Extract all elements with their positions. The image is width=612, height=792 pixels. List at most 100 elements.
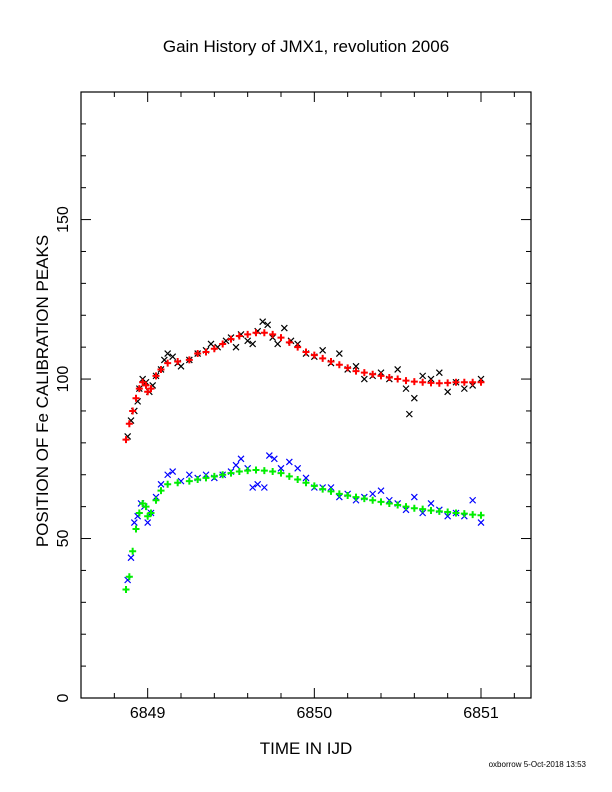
data-point-cross [249,340,257,348]
data-point-plus [210,472,218,480]
data-point-cross [460,385,468,393]
data-point-cross [237,455,245,463]
data-point-cross [369,490,377,498]
data-point-plus [435,507,443,515]
data-point-plus [444,379,452,387]
data-point-cross [435,369,443,377]
data-point-plus [402,503,410,511]
data-point-plus [210,345,218,353]
data-point-cross [427,375,435,383]
data-point-plus [294,343,302,351]
data-point-cross [444,388,452,396]
x-tick-label: 6851 [463,705,499,722]
data-point-plus [152,372,160,380]
data-point-plus [269,330,277,338]
data-point-plus [452,378,460,386]
data-point-plus [285,338,293,346]
data-point-plus [125,573,133,581]
data-points [122,318,485,594]
data-point-plus [319,354,327,362]
data-point-plus [164,359,172,367]
data-point-cross [164,471,172,479]
data-point-cross [285,458,293,466]
data-point-cross [160,356,168,364]
data-point-cross [185,471,193,479]
data-point-plus [469,511,477,519]
data-point-plus [129,547,137,555]
data-point-plus [410,504,418,512]
data-point-cross [335,350,343,357]
data-point-plus [344,364,352,372]
data-point-cross [469,496,477,504]
data-point-plus [377,372,385,380]
plot-area [80,91,532,699]
series-1 [122,329,485,444]
data-point-cross [419,509,427,517]
data-point-cross [157,480,165,488]
data-point-cross [274,340,282,348]
data-point-plus [369,496,377,504]
data-point-plus [185,356,193,364]
data-point-plus [385,373,393,381]
data-point-cross [319,346,327,354]
data-point-plus [477,511,485,519]
y-tick-label: 150 [55,206,72,233]
data-point-cross [144,519,152,527]
data-point-cross [419,372,427,380]
data-point-plus [435,379,443,387]
chart-title: Gain History of JMX1, revolution 2006 [163,37,449,56]
data-point-cross [270,455,278,463]
data-point-plus [174,358,182,366]
data-point-cross [254,480,262,488]
data-point-plus [327,487,335,495]
data-point-plus [477,378,485,386]
data-point-cross [477,519,485,527]
data-point-plus [419,378,427,386]
data-point-plus [164,480,172,488]
data-point-plus [302,479,310,487]
data-point-plus [235,332,243,340]
series-3 [122,466,485,594]
data-point-plus [394,375,402,383]
data-point-plus [202,474,210,482]
data-point-plus [319,485,327,493]
data-point-cross [277,464,285,472]
data-point-plus [147,509,155,517]
data-point-plus [269,468,277,476]
data-point-cross [444,512,452,520]
data-point-plus [235,468,243,476]
data-point-plus [244,467,252,475]
data-point-plus [277,469,285,477]
data-point-plus [194,350,202,358]
data-point-cross [427,500,435,507]
data-point-plus [460,510,468,518]
data-point-plus [219,340,227,348]
data-point-cross [302,474,310,482]
data-point-cross [177,362,185,370]
data-point-cross [127,554,135,562]
data-point-plus [369,370,377,378]
data-point-cross [130,519,138,527]
data-point-plus [469,378,477,386]
data-point-plus [129,407,137,415]
data-point-cross [394,366,402,373]
data-point-plus [244,330,252,338]
data-point-cross [327,484,335,491]
data-point-plus [227,469,235,477]
data-point-plus [335,490,343,498]
x-tick-label: 6850 [297,705,333,722]
data-point-plus [142,381,150,389]
data-point-plus [402,377,410,385]
data-point-cross [232,461,240,469]
data-point-plus [419,505,427,513]
data-point-cross [259,318,267,326]
data-point-plus [122,436,130,444]
y-axis-label: POSITION OF Fe CALIBRATION PEAKS [33,235,52,547]
data-point-plus [310,482,318,490]
axis-tick-labels: 6849 6850 6851 0 50 100 150 [55,206,499,722]
data-point-cross [410,493,418,501]
data-point-plus [394,501,402,509]
data-point-plus [252,466,260,474]
data-point-plus [147,385,155,393]
data-point-plus [132,525,140,533]
